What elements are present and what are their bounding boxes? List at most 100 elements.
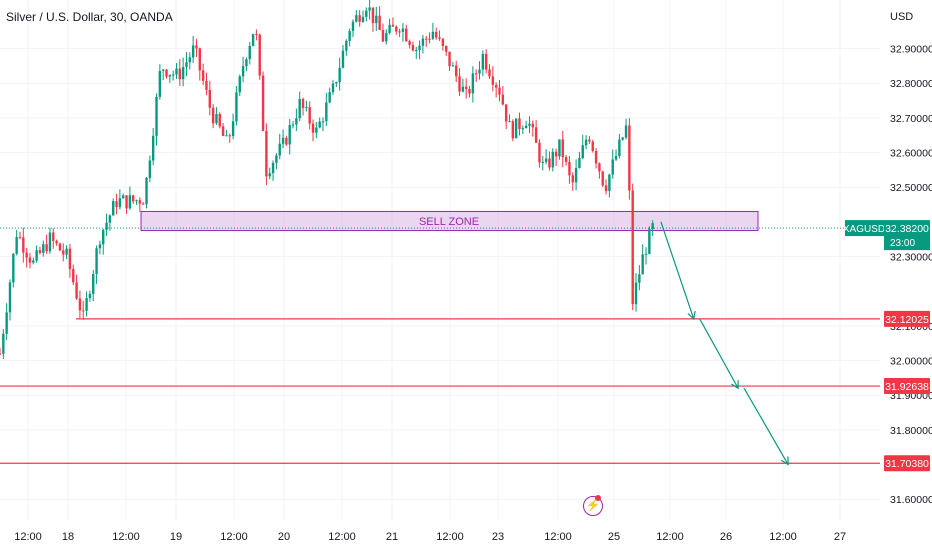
candle-body xyxy=(401,28,405,32)
candle-body xyxy=(45,244,48,252)
candle-body xyxy=(288,125,291,145)
notification-dot xyxy=(595,495,601,501)
candle-body xyxy=(175,68,178,75)
time-tick-label: 19 xyxy=(170,531,182,543)
countdown-text: 23:00 xyxy=(890,238,915,249)
candle-body xyxy=(458,76,461,92)
candle-body xyxy=(62,250,65,255)
candle-body xyxy=(295,118,298,125)
price-tick-label: 32.50000 xyxy=(890,182,932,194)
candle-body xyxy=(12,253,15,283)
candle-body xyxy=(298,98,301,119)
candle-body xyxy=(161,69,165,71)
projection-arrowhead xyxy=(731,380,739,390)
candle-body xyxy=(378,15,381,30)
level-price-text: 31.70380 xyxy=(885,458,929,470)
candle-body xyxy=(8,282,12,313)
time-tick-label: 27 xyxy=(834,531,846,543)
candle-body xyxy=(258,34,261,76)
time-tick-label: 18 xyxy=(62,531,74,543)
candle-body xyxy=(391,24,395,27)
lightning-icon[interactable]: ⚡ xyxy=(583,496,603,516)
candle-body xyxy=(331,83,335,93)
level-price-text: 32.12025 xyxy=(885,314,929,326)
candle-body xyxy=(65,248,68,255)
candle-body xyxy=(211,107,215,124)
candle-body xyxy=(25,252,28,258)
candle-body xyxy=(341,50,345,68)
price-tick-label: 32.70000 xyxy=(890,113,932,125)
currency-label[interactable]: USD xyxy=(890,11,914,23)
candle-body xyxy=(388,24,391,34)
candle-body xyxy=(628,125,631,191)
candle-body xyxy=(405,28,408,42)
candle-body xyxy=(465,86,468,89)
candle-body xyxy=(278,143,281,156)
candle-body xyxy=(568,161,571,176)
candle-body xyxy=(395,26,398,32)
projection-segment xyxy=(743,387,789,465)
candle-body xyxy=(541,161,544,163)
candle-body xyxy=(38,250,42,253)
candle-body xyxy=(151,135,155,161)
candle-body xyxy=(608,174,611,192)
candle-body xyxy=(178,68,182,80)
candle-body xyxy=(148,160,152,178)
candle-body xyxy=(215,113,218,124)
time-axis[interactable]: 12:00 18 12:00 19 12:00 20 12:00 21 12:00 23 12:00… xyxy=(14,531,846,543)
symbol-title: Silver / U.S. Dollar, 30, OANDA xyxy=(6,10,173,24)
candle-body xyxy=(561,139,564,158)
candle-body xyxy=(318,121,321,128)
candle-body xyxy=(98,244,102,249)
candle-body xyxy=(431,31,435,39)
candle-body xyxy=(448,51,451,67)
candle-body xyxy=(435,31,438,38)
candle-body xyxy=(574,168,578,183)
candle-body xyxy=(598,163,601,172)
candle-body xyxy=(611,159,614,175)
candle-body xyxy=(534,127,538,143)
candle-body xyxy=(275,155,278,163)
price-tick-label: 32.30000 xyxy=(890,252,932,264)
symbol-badge-text: XAGUSD xyxy=(843,224,885,235)
candle-body xyxy=(494,84,498,88)
candle-body xyxy=(411,44,415,51)
candles xyxy=(0,0,654,360)
candle-body xyxy=(468,88,471,94)
candle-body xyxy=(205,80,208,90)
candle-body xyxy=(261,75,265,131)
candle-body xyxy=(381,29,385,42)
candle-body xyxy=(351,21,355,32)
candle-body xyxy=(115,201,118,208)
price-tick-label: 32.80000 xyxy=(890,78,932,90)
candle-body xyxy=(281,137,285,144)
candle-body xyxy=(82,310,85,312)
candle-body xyxy=(648,229,651,254)
symbol-badge xyxy=(845,220,884,237)
candle-body xyxy=(518,118,521,130)
candle-body xyxy=(638,274,641,283)
candle-body xyxy=(551,151,554,168)
candle-body xyxy=(488,69,491,77)
price-tick-label: 31.60000 xyxy=(890,494,932,506)
time-tick-label: 20 xyxy=(278,531,290,543)
time-tick-label: 12:00 xyxy=(544,531,572,543)
candle-body xyxy=(325,102,328,122)
candle-body xyxy=(208,89,211,108)
time-tick-label: 12:00 xyxy=(112,531,140,543)
time-tick-label: 25 xyxy=(608,531,620,543)
candle-body xyxy=(198,48,201,71)
candle-body xyxy=(538,142,541,163)
candle-body xyxy=(514,118,518,139)
candle-body xyxy=(484,53,488,70)
candle-body xyxy=(345,40,348,51)
candle-body xyxy=(255,34,258,36)
time-tick-label: 12:00 xyxy=(436,531,464,543)
candle-body xyxy=(588,139,591,142)
candle-body xyxy=(201,70,205,81)
candle-body xyxy=(285,137,288,145)
candle-body xyxy=(225,135,228,137)
candle-body xyxy=(122,195,125,199)
candle-body xyxy=(385,33,388,42)
